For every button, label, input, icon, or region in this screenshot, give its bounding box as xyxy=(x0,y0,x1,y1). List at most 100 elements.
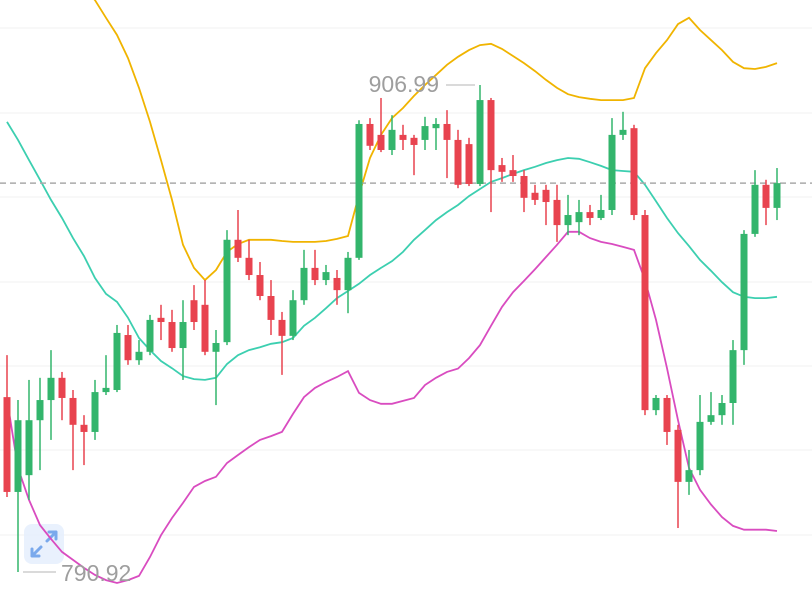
candle xyxy=(487,97,495,213)
candle-body xyxy=(751,184,759,234)
candle-body xyxy=(355,123,363,258)
candle-body xyxy=(553,199,561,226)
candle-body xyxy=(212,342,220,352)
candle-body xyxy=(696,421,704,471)
candle-body xyxy=(223,239,231,343)
candle-body xyxy=(47,377,55,401)
candle xyxy=(135,340,143,365)
candle xyxy=(608,118,616,216)
candle-body xyxy=(278,319,286,336)
candle-body xyxy=(575,212,583,223)
candle xyxy=(3,355,11,497)
candle-body xyxy=(410,137,418,145)
band-line xyxy=(6,121,778,381)
candle-body xyxy=(674,429,682,482)
candle xyxy=(377,97,385,153)
candle xyxy=(465,137,473,187)
candle-body xyxy=(652,397,660,411)
candle-body xyxy=(487,100,495,171)
candle-body xyxy=(729,350,737,403)
candle-body xyxy=(421,126,429,140)
candle-body xyxy=(564,215,572,226)
expand-icon[interactable] xyxy=(24,524,64,564)
candle-body xyxy=(322,272,330,281)
candle xyxy=(58,371,66,421)
candle xyxy=(751,170,759,237)
candle-body xyxy=(388,129,396,150)
candle xyxy=(542,184,550,226)
candle xyxy=(443,110,451,179)
candle-body xyxy=(234,239,242,258)
candle-body xyxy=(498,165,506,172)
candle-body xyxy=(14,420,22,492)
candle xyxy=(190,285,198,330)
candle xyxy=(267,280,275,336)
candle-body xyxy=(707,415,715,422)
candle xyxy=(410,134,418,176)
grid xyxy=(0,27,812,536)
candle xyxy=(223,230,231,346)
candle-body xyxy=(740,233,748,351)
candle xyxy=(256,262,264,301)
candle-body xyxy=(25,420,33,476)
candle xyxy=(696,395,704,476)
candle xyxy=(564,194,572,236)
candle-body xyxy=(762,184,770,208)
candle xyxy=(25,379,33,500)
candle xyxy=(619,111,627,140)
candle xyxy=(91,379,99,440)
candle xyxy=(773,168,781,221)
high-label: 906.99 xyxy=(369,71,439,97)
candle xyxy=(14,400,22,572)
candle xyxy=(278,311,286,375)
candle xyxy=(520,170,528,213)
candle-body xyxy=(289,300,297,336)
candle xyxy=(157,304,165,341)
candle-body xyxy=(641,215,649,411)
candle-body xyxy=(311,267,319,281)
candle xyxy=(355,120,363,260)
candle xyxy=(47,350,55,440)
candle-body xyxy=(773,183,781,208)
candle-body xyxy=(58,377,66,398)
candle-body xyxy=(333,277,341,291)
candle xyxy=(102,355,110,396)
candle-body xyxy=(135,351,143,361)
candle xyxy=(663,395,671,445)
candle xyxy=(498,157,506,182)
candle xyxy=(36,377,44,471)
candle-body xyxy=(113,332,121,390)
candle-body xyxy=(245,257,253,276)
candle-body xyxy=(531,192,539,200)
candle-body xyxy=(168,322,176,349)
icon-arrows xyxy=(30,530,58,558)
candle-body xyxy=(124,335,132,361)
candle-body xyxy=(465,144,473,184)
candle xyxy=(729,340,737,425)
candle-body xyxy=(80,424,88,432)
candle xyxy=(366,118,374,150)
candle xyxy=(245,239,253,281)
candle-body xyxy=(267,296,275,320)
band-line xyxy=(6,230,778,584)
candle-body xyxy=(663,397,671,432)
candle xyxy=(344,251,352,314)
candle xyxy=(575,199,583,236)
candle-body xyxy=(399,134,407,140)
candle-body xyxy=(608,134,616,210)
candle xyxy=(399,124,407,150)
candle xyxy=(388,115,396,156)
candle-body xyxy=(509,170,517,177)
candle-body xyxy=(157,317,165,323)
candle xyxy=(553,184,561,242)
candle xyxy=(586,204,594,226)
candle-body xyxy=(179,322,187,349)
candle xyxy=(641,209,649,416)
candle xyxy=(674,424,682,529)
candle-body xyxy=(3,397,11,492)
candle-body xyxy=(597,209,605,218)
candle xyxy=(146,314,154,356)
candle xyxy=(322,264,330,286)
candle xyxy=(597,194,605,221)
